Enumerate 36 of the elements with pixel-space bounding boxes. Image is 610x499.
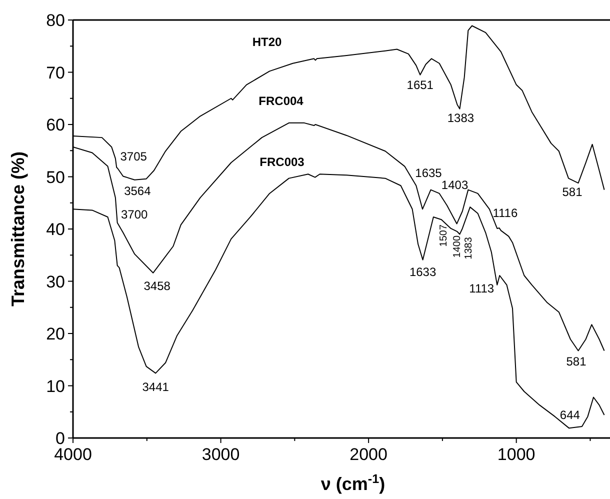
annotation: 1633 [409, 264, 436, 279]
annotation: 581 [566, 354, 587, 369]
annotation: 3705 [120, 149, 148, 164]
annotation: 1383 [447, 110, 474, 125]
y-tick-label: 30 [46, 272, 65, 292]
x-axis-title: ν (cm$^{-1}$) [320, 472, 386, 494]
series-label: FRC003 [260, 155, 305, 169]
annotation: 1113 [469, 282, 494, 296]
y-axis-title: Transmittance (%) [8, 151, 28, 307]
annotation: 1403 [441, 178, 468, 192]
x-tick-label: 4000 [54, 445, 92, 464]
series-label: HT20 [252, 35, 282, 49]
annotation: 3441 [142, 380, 170, 394]
y-tick-label: 40 [46, 220, 65, 239]
y-tick-label: 0 [56, 429, 65, 448]
y-tick-label: 80 [46, 11, 65, 30]
y-tick-label: 20 [46, 324, 65, 344]
annotation: 3564 [124, 184, 152, 198]
annotation: 1507 [438, 224, 450, 247]
annotation: 644 [560, 408, 580, 422]
y-tick-label: 50 [46, 168, 65, 187]
x-tick-label: 2000 [350, 445, 388, 464]
y-tick-label: 70 [46, 63, 65, 82]
series-label: FRC004 [258, 94, 304, 108]
annotation: 3458 [144, 278, 171, 293]
y-tick-label: 10 [46, 376, 65, 396]
annotation: 3700 [120, 208, 148, 222]
annotation: 1635 [415, 166, 442, 180]
x-tick-label: 1000 [497, 445, 536, 464]
y-tick-label: 60 [46, 116, 65, 134]
annotation: 1400 [452, 235, 464, 258]
annotation: 1651 [406, 78, 434, 92]
annotation: 1116 [492, 206, 518, 220]
annotation: 581 [562, 185, 583, 200]
annotation: 1383 [464, 236, 475, 260]
x-tick-label: 3000 [202, 445, 240, 464]
